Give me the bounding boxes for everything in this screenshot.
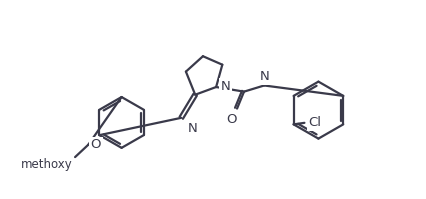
Text: H: H [260,68,268,79]
Text: Cl: Cl [308,116,320,129]
Text: N: N [220,80,230,93]
Text: O: O [90,138,101,151]
Text: methoxy: methoxy [21,158,72,171]
Text: N: N [187,122,197,135]
Text: O: O [226,113,236,126]
Text: N: N [259,70,268,83]
